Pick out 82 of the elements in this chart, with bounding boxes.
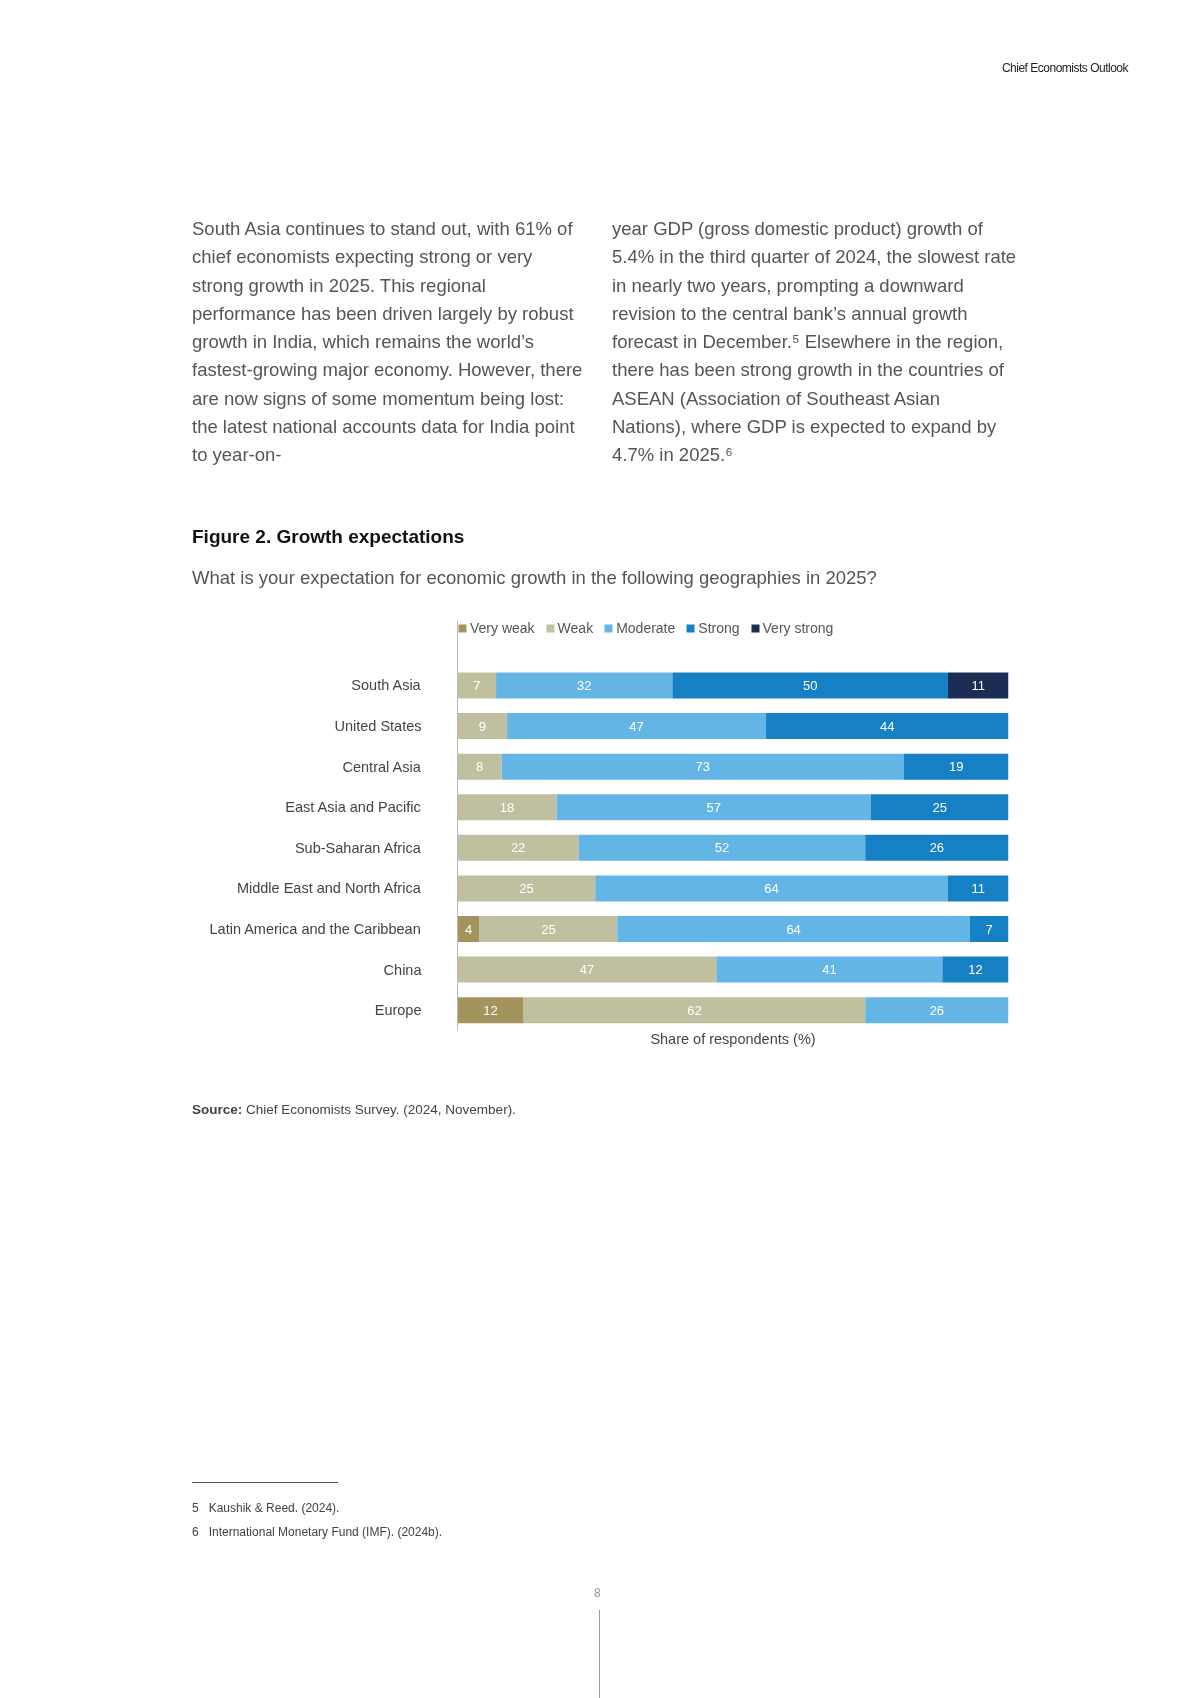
y-tick-label: Central Asia: [342, 758, 422, 775]
bar: [766, 713, 1009, 740]
bar: [716, 956, 943, 983]
bar: [496, 672, 673, 699]
text: 5 Kaushik & Reed. (2024).: [192, 1500, 340, 1517]
data-label: 11: [971, 677, 985, 693]
y-tick-label: Middle East and North Africa: [236, 880, 422, 897]
bar: [672, 672, 948, 699]
y-tick-label: Europe: [374, 1002, 422, 1019]
bar: [865, 997, 1009, 1024]
data-label: 32: [577, 677, 592, 693]
data-label: 57: [706, 799, 721, 815]
bar: [969, 916, 1009, 942]
legend-label: Strong: [698, 620, 740, 636]
data-label: 41: [822, 962, 837, 978]
legend-label: Very strong: [762, 620, 834, 636]
bar: [457, 834, 579, 861]
x-axis-title: Share of respondents (%): [650, 1030, 816, 1047]
bar: [595, 875, 948, 902]
data-label: 26: [929, 840, 945, 856]
text: year GDP (gross domestic product) growth of 5.4% in the third quarter of 2024, the slowest rate in nearly two years, prompting a downward revision to the central bank’s annual growth forecast in December.⁵ Elsewhere in the region, there has been strong growth in the countries of ASEAN (Association of Southeast Asian Nations), where GDP is expected to expand by 4.7% in 2025.⁶: [612, 218, 1017, 466]
data-label: 25: [932, 799, 947, 815]
y-tick-label: South Asia: [351, 677, 422, 694]
y-tick-label: East Asia and Pacific: [285, 799, 421, 816]
data-label: 22: [510, 840, 526, 856]
chart-title: Figure 2. Growth expectations: [192, 525, 465, 549]
legend-label: Moderate: [616, 620, 676, 636]
bar: [507, 713, 767, 740]
legend-label: Very weak: [470, 620, 535, 636]
data-label: 9: [478, 718, 486, 734]
y-tick-label: Latin America and the Caribbean: [209, 921, 421, 938]
bar: [457, 713, 508, 740]
bar: [523, 997, 866, 1024]
bar: [457, 956, 717, 983]
text: Chief Economists Outlook: [1001, 60, 1128, 77]
data-label: 50: [802, 677, 818, 693]
bar: [617, 916, 970, 942]
data-label: 25: [519, 880, 534, 896]
data-label: 64: [786, 921, 801, 937]
bar: [457, 753, 502, 780]
bar: [578, 834, 866, 861]
y-tick-label: United States: [334, 718, 422, 735]
data-label: 19: [948, 759, 964, 775]
data-label: 18: [499, 799, 515, 815]
data-label: 47: [629, 718, 644, 734]
text: South Asia continues to stand out, with 61% of chief economists expecting strong or very strong growth in 2025. This regional performance has been driven largely by robust growth in India, which remains the world’s fastest-growing major economy. However, there are now signs of some momentum being lost: the latest national accounts data for India point to year-on-: [192, 218, 583, 466]
y-tick-label: Sub-Saharan Africa: [294, 839, 422, 856]
bar: [870, 794, 1009, 821]
data-label: 62: [687, 1002, 702, 1018]
data-label: 47: [579, 962, 595, 978]
bar: [942, 956, 1009, 983]
data-label: 73: [695, 759, 710, 775]
data-label: 52: [714, 840, 730, 856]
data-label: 7: [985, 921, 993, 937]
bar: [865, 834, 1009, 861]
bar: [457, 875, 596, 902]
data-label: 12: [483, 1002, 498, 1018]
y-tick-label: China: [383, 961, 423, 978]
data-label: 44: [880, 718, 895, 734]
bar: [457, 916, 480, 942]
data-label: 11: [971, 880, 985, 896]
text: 6 International Monetary Fund (IMF). (2024b).: [192, 1524, 443, 1541]
bar: [479, 916, 618, 942]
data-label: 7: [473, 677, 481, 693]
bar: [457, 794, 557, 821]
bar: [501, 753, 904, 780]
chart-subtitle: What is your expectation for economic growth in the following geographies in 2025?: [192, 566, 877, 590]
data-label: 64: [764, 880, 779, 896]
text: 8: [594, 1585, 601, 1602]
data-label: 25: [541, 921, 556, 937]
data-label: 4: [464, 921, 473, 937]
data-label: 8: [475, 759, 484, 775]
data-label: 12: [968, 962, 983, 978]
bar: [947, 875, 1009, 902]
bar: [457, 997, 524, 1024]
bar: [556, 794, 871, 821]
source-note: Source: Chief Economists Survey. (2024, November).: [192, 1101, 516, 1119]
data-label: 26: [929, 1002, 945, 1018]
bar: [903, 753, 1009, 780]
bar: [947, 672, 1009, 699]
bar: [457, 672, 497, 699]
legend-label: Weak: [557, 620, 594, 636]
